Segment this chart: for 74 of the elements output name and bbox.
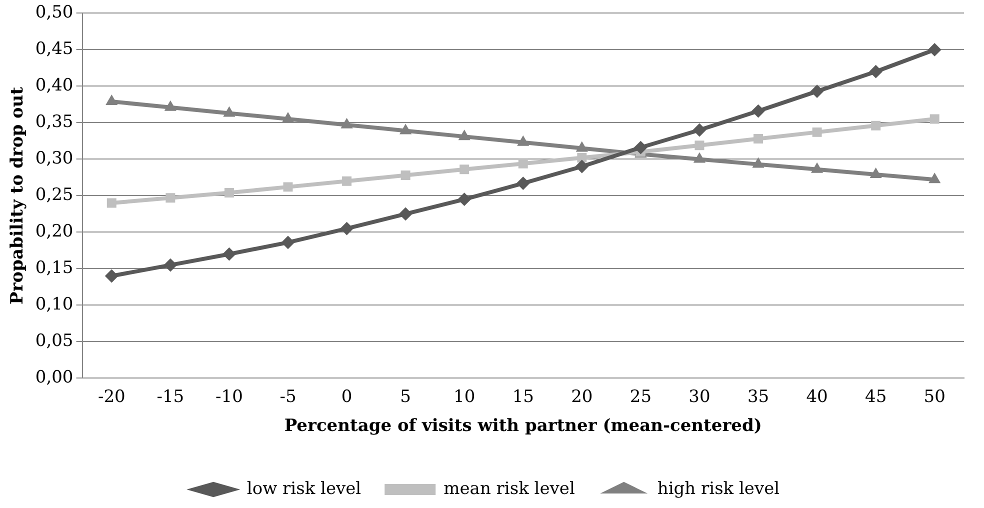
point xyxy=(812,127,822,137)
y-tick-label: 0,45 xyxy=(35,39,74,60)
point xyxy=(400,124,412,134)
x-tick-label: 40 xyxy=(806,386,828,407)
point xyxy=(518,158,528,168)
legend-label: mean risk level xyxy=(444,478,575,499)
x-tick-label: 10 xyxy=(454,386,476,407)
point xyxy=(224,188,234,198)
point xyxy=(692,124,706,136)
point xyxy=(871,120,881,130)
point xyxy=(458,192,471,206)
x-tick-label: 25 xyxy=(630,386,652,407)
point xyxy=(577,153,587,162)
point xyxy=(810,84,824,98)
point xyxy=(166,193,176,203)
point xyxy=(752,158,764,168)
point xyxy=(281,236,294,249)
point xyxy=(283,182,293,192)
point xyxy=(870,168,882,178)
point xyxy=(282,112,294,123)
point xyxy=(928,173,940,184)
point xyxy=(105,270,118,282)
point xyxy=(634,141,648,154)
y-tick-label: 0,35 xyxy=(35,112,74,132)
point xyxy=(106,95,118,106)
y-axis-title: Propability to drop out xyxy=(8,86,28,304)
x-tick-label: 15 xyxy=(512,386,534,407)
y-tick-label: 0,20 xyxy=(35,222,74,242)
y-tick-label: 0,25 xyxy=(35,185,74,206)
point xyxy=(694,152,706,163)
point xyxy=(517,136,529,146)
point xyxy=(399,207,412,220)
y-tick-label: 0,50 xyxy=(35,2,74,23)
point xyxy=(341,118,352,128)
point xyxy=(164,100,176,111)
point xyxy=(516,176,530,190)
x-tick-label: 30 xyxy=(688,386,710,407)
point xyxy=(224,106,235,117)
point xyxy=(576,142,588,152)
point xyxy=(754,134,763,144)
y-tick-label: 0,15 xyxy=(35,258,74,278)
x-tick-label: 0 xyxy=(341,386,352,407)
y-tick-label: 0,05 xyxy=(35,331,74,352)
point xyxy=(400,170,410,180)
x-tick-label: 35 xyxy=(747,386,770,407)
point xyxy=(694,140,704,150)
point xyxy=(575,160,588,173)
x-tick-label: -15 xyxy=(156,386,184,407)
x-tick-label: -20 xyxy=(98,386,126,407)
point xyxy=(930,114,940,124)
point xyxy=(340,222,354,236)
point xyxy=(164,258,177,272)
point xyxy=(222,248,236,261)
legend-label: low risk level xyxy=(246,478,362,499)
x-tick-label: 5 xyxy=(400,386,411,407)
point xyxy=(458,130,470,140)
point xyxy=(106,198,116,208)
point xyxy=(928,43,942,56)
x-tick-label: -5 xyxy=(280,386,296,407)
point xyxy=(869,65,882,78)
x-axis-title: Percentage of visits with partner (mean-centered) xyxy=(284,416,762,436)
y-tick-label: 0,40 xyxy=(35,76,74,96)
point xyxy=(752,104,765,118)
y-tick-label: 0,30 xyxy=(35,148,74,169)
x-tick-label: 50 xyxy=(924,386,946,407)
point xyxy=(460,164,470,174)
x-tick-label: -10 xyxy=(216,386,243,407)
y-tick-label: 0,00 xyxy=(35,368,74,388)
x-tick-label: 45 xyxy=(865,386,887,407)
x-tick-label: 20 xyxy=(571,386,593,407)
legend-label: high risk level xyxy=(657,478,780,499)
point xyxy=(811,162,823,173)
point xyxy=(342,176,352,186)
y-tick-label: 0,10 xyxy=(35,294,74,315)
